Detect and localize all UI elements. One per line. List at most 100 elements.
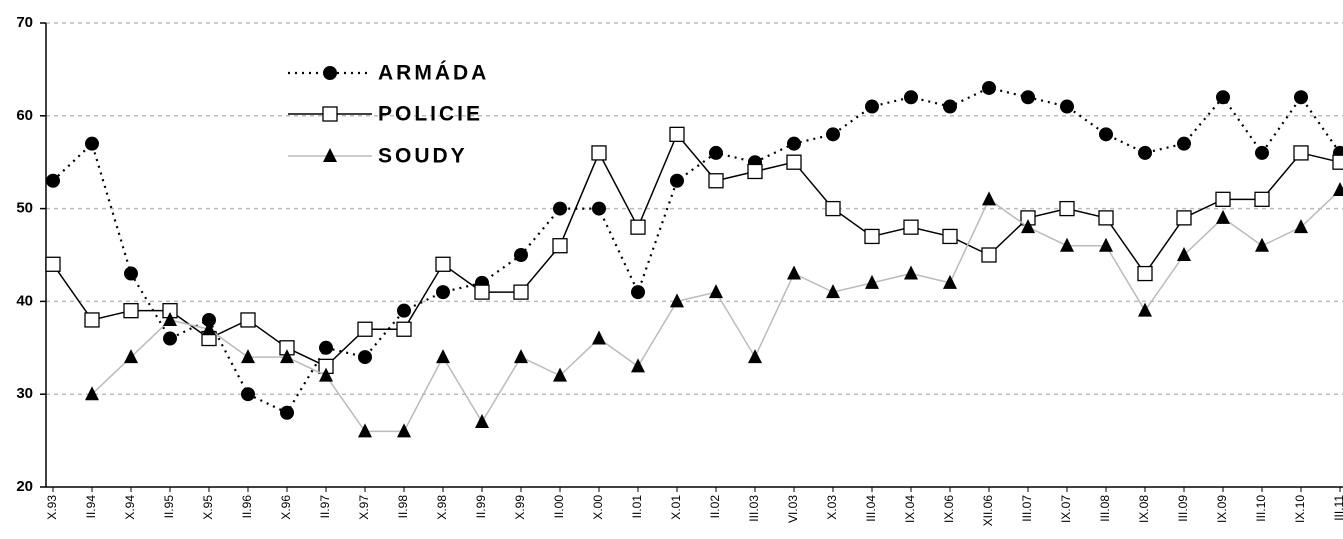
point bbox=[553, 201, 567, 216]
x-tick-label: IX.06 bbox=[942, 495, 956, 523]
point bbox=[982, 80, 996, 95]
point bbox=[904, 265, 918, 280]
legend-label: SOUDY bbox=[378, 145, 468, 168]
point bbox=[435, 256, 451, 272]
point bbox=[1060, 99, 1074, 114]
point bbox=[747, 163, 763, 180]
point bbox=[1099, 127, 1113, 142]
point bbox=[397, 423, 411, 438]
point bbox=[1099, 237, 1113, 252]
y-tick-label: 40 bbox=[16, 292, 33, 309]
x-tick-label: X.96 bbox=[279, 495, 293, 520]
point bbox=[85, 386, 99, 401]
point bbox=[1255, 145, 1269, 160]
series-line bbox=[52, 132, 1341, 368]
legend-marker bbox=[323, 148, 337, 162]
point bbox=[397, 303, 411, 318]
point bbox=[981, 247, 997, 263]
x-tick-label: II.98 bbox=[396, 495, 410, 519]
x-tick-label: III.09 bbox=[1176, 495, 1190, 522]
x-tick-label: III.10 bbox=[1254, 495, 1268, 522]
point bbox=[592, 330, 606, 345]
point bbox=[84, 312, 100, 328]
point bbox=[864, 228, 880, 245]
x-tick-label: II.00 bbox=[552, 495, 566, 519]
x-tick-label: II.02 bbox=[708, 495, 722, 519]
series-points bbox=[85, 182, 1343, 438]
point bbox=[1060, 237, 1074, 252]
point bbox=[241, 387, 255, 402]
x-tick-label: IX.07 bbox=[1059, 495, 1073, 523]
x-tick-label: VI.03 bbox=[786, 495, 800, 523]
x-tick-label: X.01 bbox=[669, 495, 683, 520]
x-tick-label: X.95 bbox=[201, 495, 215, 520]
point bbox=[786, 154, 802, 170]
y-tick-label: 70 bbox=[16, 14, 33, 31]
point bbox=[1293, 145, 1309, 161]
point bbox=[904, 90, 918, 105]
x-tick-label: II.01 bbox=[630, 495, 644, 519]
x-tick-label: II.94 bbox=[84, 495, 98, 519]
point bbox=[436, 285, 450, 300]
x-tick-label: X.94 bbox=[123, 495, 137, 520]
point bbox=[240, 312, 256, 328]
point bbox=[1138, 302, 1152, 317]
point bbox=[865, 274, 879, 289]
point bbox=[709, 284, 723, 299]
point bbox=[357, 321, 373, 337]
point bbox=[436, 349, 450, 364]
point bbox=[1254, 191, 1270, 207]
point bbox=[982, 191, 996, 206]
point bbox=[1216, 90, 1230, 105]
point bbox=[1215, 191, 1231, 207]
series-line bbox=[91, 189, 1341, 433]
point bbox=[943, 99, 957, 114]
point bbox=[1138, 145, 1152, 160]
y-tick-label: 20 bbox=[16, 478, 33, 495]
x-tick-label: II.99 bbox=[474, 495, 488, 519]
point bbox=[513, 284, 529, 300]
point bbox=[85, 136, 99, 151]
point bbox=[748, 349, 762, 364]
point bbox=[514, 248, 528, 262]
point bbox=[1216, 209, 1230, 224]
point bbox=[124, 349, 138, 364]
point bbox=[1333, 182, 1343, 197]
y-tick-label: 50 bbox=[16, 200, 33, 217]
series-line bbox=[52, 86, 1341, 415]
point bbox=[241, 349, 255, 364]
point bbox=[1177, 136, 1191, 151]
legend-marker bbox=[322, 106, 338, 122]
point bbox=[280, 349, 294, 364]
point bbox=[1021, 90, 1035, 105]
x-tick-label: III.11 bbox=[1332, 495, 1343, 521]
point bbox=[396, 321, 412, 337]
point bbox=[1059, 200, 1075, 217]
x-tick-label: II.95 bbox=[162, 495, 176, 519]
point bbox=[825, 200, 841, 217]
point bbox=[319, 340, 333, 355]
point bbox=[46, 173, 60, 188]
x-tick-label: IX.04 bbox=[903, 495, 917, 523]
point bbox=[670, 293, 684, 308]
point bbox=[280, 405, 294, 420]
point bbox=[591, 145, 607, 161]
x-tick-label: X.99 bbox=[513, 495, 527, 520]
point bbox=[1177, 247, 1191, 261]
point bbox=[1137, 265, 1153, 282]
point bbox=[163, 331, 177, 346]
point bbox=[708, 173, 724, 189]
point bbox=[123, 303, 139, 319]
x-tick-label: X.93 bbox=[45, 495, 59, 520]
point bbox=[1332, 154, 1343, 170]
point bbox=[45, 256, 61, 272]
point bbox=[903, 219, 919, 235]
point bbox=[202, 312, 216, 327]
point bbox=[475, 414, 489, 429]
x-tick-label: II.97 bbox=[318, 495, 332, 519]
point bbox=[1255, 237, 1269, 252]
point bbox=[709, 145, 723, 160]
y-tick-label: 30 bbox=[16, 385, 33, 402]
